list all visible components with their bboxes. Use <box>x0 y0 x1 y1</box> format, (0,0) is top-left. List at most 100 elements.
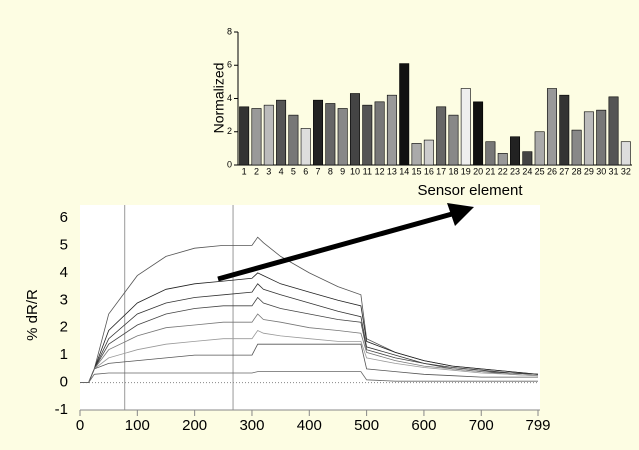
arrow-head <box>447 203 474 226</box>
x-tick-label: 1 <box>242 166 247 176</box>
y-tick-label: 4 <box>60 264 68 281</box>
bar <box>485 141 496 166</box>
bar <box>423 139 434 166</box>
bar <box>473 101 484 166</box>
x-tick-label: 5 <box>291 166 296 176</box>
x-tick-label: 32 <box>621 166 631 176</box>
series-line <box>80 272 539 383</box>
y-tick-label: 2 <box>60 319 68 336</box>
bar <box>497 153 508 166</box>
y-tick-label: -1 <box>55 401 68 418</box>
series-line <box>80 343 538 383</box>
x-axis-label: Sensor element <box>417 182 523 199</box>
bar <box>349 93 360 166</box>
bar <box>436 106 447 166</box>
y-tick-label: 2 <box>227 126 232 136</box>
y-tick-label: 0 <box>60 374 68 391</box>
x-tick-label: 600 <box>411 417 436 434</box>
bar <box>300 128 311 166</box>
bar <box>596 109 607 166</box>
series-line <box>80 329 539 383</box>
y-axis-label: % dR/R <box>24 289 41 341</box>
bar <box>460 88 471 166</box>
x-tick-label: 799 <box>525 417 550 434</box>
x-tick-label: 31 <box>609 166 619 176</box>
bar <box>608 96 619 166</box>
x-tick-label: 4 <box>279 166 284 176</box>
bar <box>251 108 262 166</box>
arrow <box>217 203 474 282</box>
x-tick-label: 500 <box>354 417 379 434</box>
bar <box>546 88 557 166</box>
x-tick-label: 29 <box>584 166 594 176</box>
bar <box>559 94 570 166</box>
x-tick-label: 19 <box>461 166 471 176</box>
series-line <box>80 371 538 383</box>
x-tick-label: 700 <box>469 417 494 434</box>
y-tick-label: 8 <box>227 26 232 36</box>
x-tick-label: 25 <box>535 166 545 176</box>
plot-area <box>80 205 540 410</box>
bar <box>534 131 545 166</box>
x-tick-label: 15 <box>412 166 422 176</box>
x-tick-label: 3 <box>266 166 271 176</box>
x-tick-label: 9 <box>340 166 345 176</box>
bar <box>337 108 348 166</box>
bar <box>411 143 422 166</box>
x-tick-label: 18 <box>448 166 458 176</box>
x-tick-label: 12 <box>375 166 385 176</box>
x-tick-label: 400 <box>297 417 322 434</box>
x-tick-label: 10 <box>350 166 360 176</box>
x-tick-label: 100 <box>125 417 150 434</box>
bar <box>620 141 631 166</box>
bar <box>510 136 521 166</box>
bar <box>325 103 336 166</box>
x-tick-label: 300 <box>239 417 264 434</box>
y-axis-label: Normalized <box>211 63 227 134</box>
bar <box>571 129 582 166</box>
bar <box>263 104 274 166</box>
line-chart: -1 0 1 2 3 4 5 6 0 100 200 300 400 500 600 700 799 <box>55 205 551 434</box>
x-tick-label: 2 <box>254 166 259 176</box>
x-tick-label: 20 <box>473 166 483 176</box>
x-tick-label: 200 <box>182 417 207 434</box>
x-tick-label: 0 <box>76 417 84 434</box>
x-tick-label: 11 <box>363 166 372 176</box>
x-tick-label: 16 <box>424 166 434 176</box>
bar <box>399 63 410 166</box>
x-tick-label: 13 <box>387 166 397 176</box>
bar <box>313 99 324 166</box>
bar <box>276 99 287 166</box>
bar <box>448 114 459 166</box>
bar <box>583 111 594 166</box>
y-tick-label: 4 <box>227 93 232 103</box>
bar <box>374 101 385 166</box>
y-tick-label: 6 <box>227 60 232 70</box>
x-tick-label: 23 <box>510 166 520 176</box>
x-tick-label: 17 <box>436 166 446 176</box>
series-line <box>80 313 539 383</box>
y-tick-label: 3 <box>60 291 68 308</box>
series-line <box>80 296 539 383</box>
x-tick-label: 8 <box>328 166 333 176</box>
x-tick-label: 28 <box>572 166 582 176</box>
x-tick-label: 7 <box>316 166 321 176</box>
x-tick-label: 21 <box>485 166 495 176</box>
y-tick-label: 0 <box>227 159 232 169</box>
x-tick-label: 14 <box>399 166 409 176</box>
bar <box>522 151 533 166</box>
x-tick-label: 26 <box>547 166 557 176</box>
bar <box>288 114 299 166</box>
x-tick-label: 22 <box>498 166 508 176</box>
bar <box>362 104 373 166</box>
x-tick-label: 6 <box>303 166 308 176</box>
bar <box>239 106 250 166</box>
bar <box>386 94 397 166</box>
x-tick-label: 27 <box>559 166 569 176</box>
y-tick-label: 1 <box>60 346 68 363</box>
arrow-shaft <box>217 211 453 282</box>
x-tick-label: 30 <box>596 166 606 176</box>
y-tick-label: 5 <box>60 236 68 253</box>
